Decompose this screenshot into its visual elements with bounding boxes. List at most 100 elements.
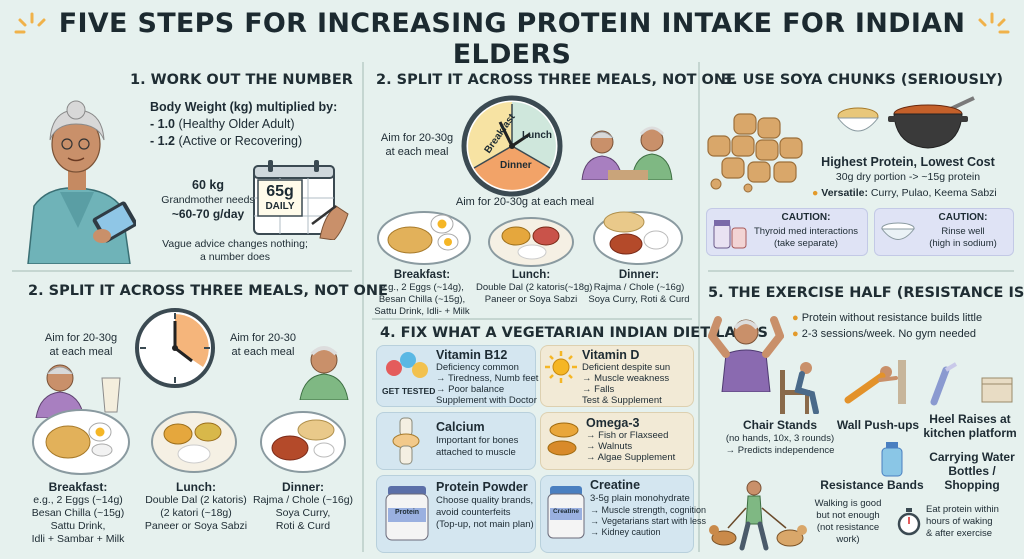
breakfast-plate-icon [32,409,130,475]
creatine-jar-icon [547,486,585,539]
creatine-line1: 3-5g plain monohydrate [590,493,690,504]
eat-line2: hours of waking [926,516,993,527]
row-divider [12,270,352,272]
water-line2: Bottles / [948,464,996,478]
sun-icon [545,351,577,383]
s1-intro: Body Weight (kg) multiplied by: [150,100,338,114]
chair-stands-title: Chair Stands [742,418,817,432]
caution-sodium-line2: (high in sodium) [929,238,997,249]
s1-needs-line2: ~60-70 g/day [171,207,245,221]
vitd-line1: Deficient despite sun [582,362,671,373]
omega-3-card [540,412,694,470]
walking-line4: work) [836,534,860,545]
walking-line3: (not resistance [816,522,880,533]
s1-multiplier-1: - 1.0 (Healthy Older Adult) [150,117,295,131]
s2b-lunch-title: Lunch: [176,480,216,494]
calendar-value: 65g [266,183,294,200]
s2b-breakfast-3: Sattu Drink, [50,520,106,532]
wall-pushup-icon [844,360,906,404]
clock-icon [135,308,215,388]
lunch-plate-icon [151,411,237,473]
creatine-line3: → Vegetarians start with less [590,516,707,526]
get-tested-badge: GET TESTED [382,386,436,396]
s2t-lunch-2: Paneer or Soya Sabzi [484,294,578,305]
protein-jar-label: Protein [394,509,420,516]
s2t-dinner-1: Rajma / Chole (~16g) [593,282,685,293]
section-2-heading-middle: 2. SPLIT IT ACROSS THREE MEALS, NOT ONE [376,72,736,88]
soya-portion: 30g dry portion -> ~15g protein [835,171,981,183]
elderly-couple-eating-icon [581,126,673,180]
b12-title: Vitamin B12 [436,348,508,362]
s2b-dinner-2: Soya Curry, [275,507,331,519]
omega-line2: → Walnuts [586,441,633,452]
s2t-dinner-2: Soya Curry, Roti & Curd [588,294,690,305]
page-title: FIVE STEPS FOR INCREASING PROTEIN INTAKE… [58,8,966,70]
dinner-plate-icon [260,411,346,473]
powder-line1: Choose quality brands, [436,495,534,506]
curry-pot-icon [888,96,975,149]
caution-thyroid-line2: (take separate) [774,238,838,249]
powder-title: Protein Powder [436,480,528,494]
calcium-title: Calcium [436,420,485,434]
s2b-breakfast-1: e.g., 2 Eggs (~14g) [33,494,123,506]
stopwatch-icon [897,508,921,536]
chair-stands-line2: → Predicts independence [725,445,835,456]
s1-multiplier-2: - 1.2 (Active or Recovering) [150,134,303,148]
grandmother-tablet-illustration [27,100,136,264]
calcium-line1: Important for bones [436,435,519,446]
row-divider [372,318,692,320]
caution-sodium-line1: Rinse well [941,226,985,237]
s2t-aim-2: at each meal [385,146,449,158]
strong-elder-flexing-illustration [708,316,784,392]
s1-advice-line1: Vague advice changes nothing; [162,238,308,250]
powder-line2: avoid counterfeits [436,507,511,518]
column-divider [362,62,364,552]
milk-glass-icon [101,377,121,413]
s2b-lunch-3: Paneer or Soya Sabzi [144,520,248,532]
section-2-heading-left: 2. SPLIT IT ACROSS THREE MEALS, NOT ONE [28,283,388,299]
s2b-aim-left-1: Aim for 20-30g [44,332,118,344]
pills-icon [386,352,428,378]
breakfast-plate-icon [377,211,471,265]
column-divider [698,62,700,552]
water-line1: Carrying Water [929,450,1015,464]
b12-line4: Supplement with Doctor [436,395,537,406]
s2b-breakfast-2: Besan Chilla (~15g) [31,507,125,519]
omega-line3: → Algae Supplement [586,452,676,463]
resistance-bands-title: Resistance Bands [820,478,924,492]
b12-line1: Deficiency common [436,362,519,373]
creatine-line4: → Kidney caution [590,527,661,537]
s2t-lunch-title: Lunch: [511,269,551,281]
vitd-line2: → Muscle weakness [582,373,670,384]
section-5-heading: 5. THE EXERCISE HALF (RESISTANCE IS KEY) [708,285,1024,301]
b12-line2: → Tiredness, Numb feet [436,373,539,384]
vitd-line3: → Falls [582,384,615,395]
kitchen-platform-icon [981,377,1013,403]
walking-line1: Walking is good [814,498,882,509]
s2t-aim-middle: Aim for 20-30g at each meal [455,196,595,208]
heel-raises-line1: Heel Raises at [929,412,1011,426]
s2t-dinner-title: Dinner: [618,269,660,281]
walking-line2: but not enough [816,510,880,521]
knee-bone-icon [392,417,420,465]
s2t-breakfast-1: e.g., 2 Eggs (~14g), [380,282,464,293]
chair-stand-icon [780,362,819,414]
sunburst-icon [978,12,1010,34]
protein-jar-icon [385,486,429,541]
vitd-title: Vitamin D [582,348,640,362]
s2b-dinner-title: Dinner: [282,480,324,494]
calendar-label: DAILY [265,201,295,212]
s2b-dinner-3: Roti & Curd [275,520,331,532]
s2b-lunch-1: Double Dal (2 katoris) [145,494,247,506]
water-line3: Shopping [944,478,1000,492]
eat-line3: & after exercise [926,528,992,539]
elder-walking-dogs-illustration [709,480,807,551]
vitd-line4: Test & Supplement [582,395,662,406]
calendar-illustration [253,160,349,240]
caution-thyroid-title: CAUTION: [781,212,831,223]
s5-point-1: ● Protein without resistance builds litt… [792,312,983,324]
s2t-aim-1: Aim for 20-30g [380,132,454,144]
clock-label-lunch: Lunch [522,130,552,141]
chair-stands-line1: (no hands, 10x, 3 rounds) [725,433,835,444]
b12-line3: → Poor balance [436,384,505,395]
